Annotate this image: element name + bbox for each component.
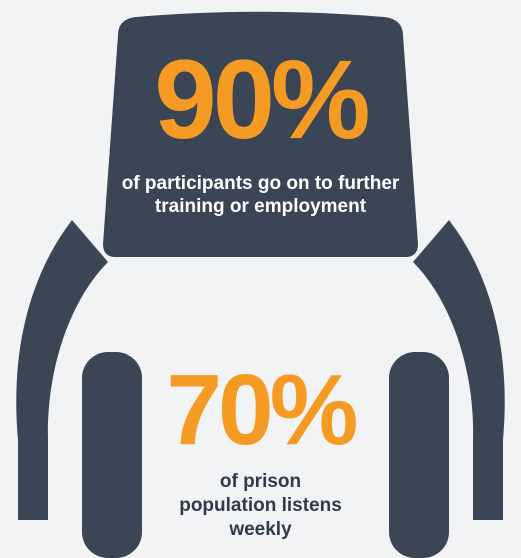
speech-bubble-icon xyxy=(103,11,418,257)
ear-cup-left xyxy=(82,352,142,558)
participants-stat-value: 90% xyxy=(154,37,370,162)
headband-right xyxy=(413,220,505,520)
prison-stat-value: 70% xyxy=(166,354,358,466)
ear-cup-right xyxy=(389,352,449,558)
participants-stat-caption: of participants go on to further trainin… xyxy=(121,173,400,217)
headband-left xyxy=(16,220,108,520)
prison-stat-caption: of prison population listens weekly xyxy=(179,471,342,540)
